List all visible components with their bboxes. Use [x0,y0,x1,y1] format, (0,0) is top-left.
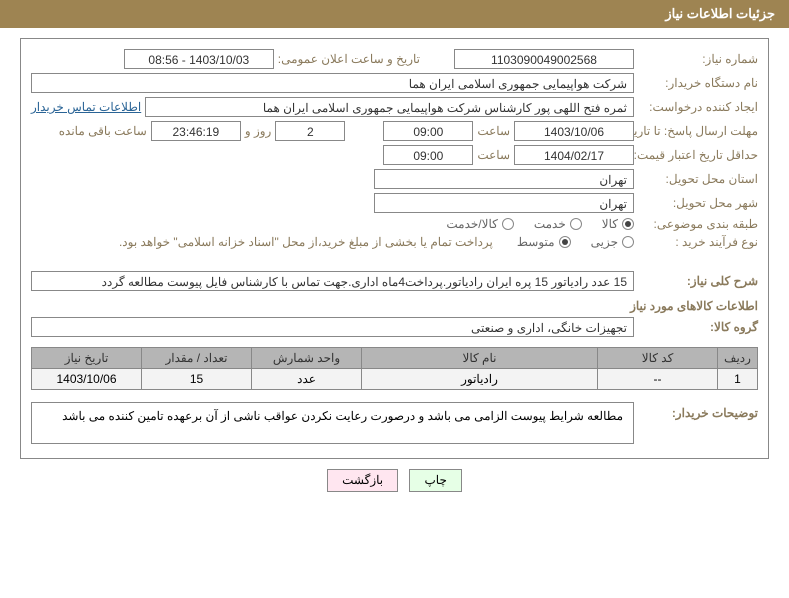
remaining-days: 2 [275,121,345,141]
label-goods-group: گروه کالا: [638,320,758,334]
goods-group-field: تجهیزات خانگی، اداری و صنعتی [31,317,634,337]
radio-icon [559,236,571,248]
subject-option-2[interactable]: کالا/خدمت [446,217,513,231]
print-button[interactable]: چاپ [409,469,461,492]
table-cell: 1403/10/06 [32,369,142,390]
goods-info-title: اطلاعات کالاهای مورد نیاز [31,299,758,313]
label-subject-class: طبقه بندی موضوعی: [638,217,758,231]
page-header: جزئیات اطلاعات نیاز [0,0,789,28]
subject-option-0[interactable]: کالا [602,217,634,231]
summary-field: 15 عدد رادیاتور 15 پره ایران رادیاتور.پر… [31,271,634,291]
process-radio-group: جزیی متوسط [517,235,634,249]
radio-icon [622,236,634,248]
label-buyer: نام دستگاه خریدار: [638,76,758,90]
contact-link[interactable]: اطلاعات تماس خریدار [31,100,141,114]
need-no-field: 1103090049002568 [454,49,634,69]
label-requester: ایجاد کننده درخواست: [638,100,758,114]
label-need-no: شماره نیاز: [638,52,758,66]
table-header: تاریخ نیاز [32,348,142,369]
city-field: تهران [374,193,634,213]
subject-option-1[interactable]: خدمت [534,217,582,231]
label-time2: ساعت [477,148,510,162]
label-deadline: مهلت ارسال پاسخ: تا تاریخ: [638,124,758,138]
radio-label: خدمت [534,217,566,231]
table-header: تعداد / مقدار [142,348,252,369]
requester-field: ثمره فتح اللهی پور کارشناس شرکت هواپیمای… [145,97,634,117]
deadline-time: 09:00 [383,121,473,141]
label-city: شهر محل تحویل: [638,196,758,210]
buyer-field: شرکت هواپیمایی جمهوری اسلامی ایران هما [31,73,634,93]
remaining-time: 23:46:19 [151,121,241,141]
details-frame: شماره نیاز: 1103090049002568 تاریخ و ساع… [20,38,769,459]
subject-radio-group: کالا خدمت کالا/خدمت [446,217,634,231]
table-header: نام کالا [362,348,598,369]
pay-note: پرداخت تمام یا بخشی از مبلغ خرید،از محل … [119,235,493,249]
radio-label: کالا/خدمت [446,217,497,231]
radio-icon [570,218,582,230]
table-cell: رادیاتور [362,369,598,390]
table-cell: 15 [142,369,252,390]
table-cell: 1 [718,369,758,390]
deadline-date: 1403/10/06 [514,121,634,141]
table-header: واحد شمارش [252,348,362,369]
validity-date: 1404/02/17 [514,145,634,165]
radio-label: کالا [602,217,618,231]
radio-label: متوسط [517,235,555,249]
label-days-and: روز و [245,124,272,138]
radio-label: جزیی [591,235,618,249]
radio-icon [502,218,514,230]
table-header: کد کالا [598,348,718,369]
table-cell: عدد [252,369,362,390]
label-announce: تاریخ و ساعت اعلان عمومی: [278,52,420,66]
back-button[interactable]: بازگشت [327,469,398,492]
process-option-1[interactable]: متوسط [517,235,571,249]
label-validity: حداقل تاریخ اعتبار قیمت: تا تاریخ: [638,148,758,162]
label-time1: ساعت [477,124,510,138]
table-cell: -- [598,369,718,390]
table-header: ردیف [718,348,758,369]
button-row: چاپ بازگشت [0,469,789,492]
label-buyer-notes: توضیحات خریدار: [638,396,758,420]
label-process: نوع فرآیند خرید : [638,235,758,249]
table-row: 1--رادیاتورعدد151403/10/06 [32,369,758,390]
radio-icon [622,218,634,230]
validity-time: 09:00 [383,145,473,165]
buyer-notes-box: مطالعه شرایط پیوست الزامی می باشد و درصو… [31,402,634,444]
goods-table: ردیفکد کالانام کالاواحد شمارشتعداد / مقد… [31,347,758,390]
label-province: استان محل تحویل: [638,172,758,186]
process-option-0[interactable]: جزیی [591,235,634,249]
label-remaining: ساعت باقی مانده [59,124,147,138]
province-field: تهران [374,169,634,189]
announce-field: 1403/10/03 - 08:56 [124,49,274,69]
label-summary: شرح کلی نیاز: [638,274,758,288]
